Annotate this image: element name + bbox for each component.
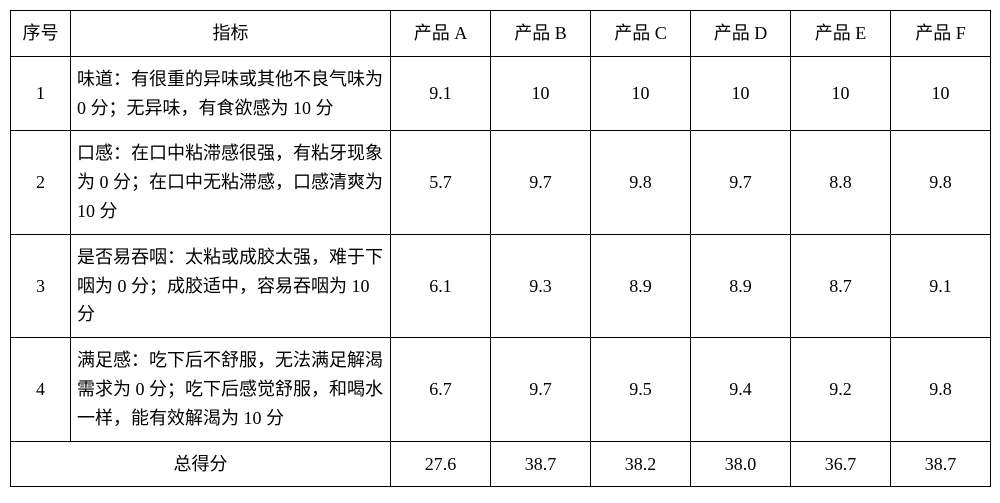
header-seq: 序号: [11, 11, 71, 57]
cell-value: 6.1: [391, 234, 491, 337]
cell-seq: 1: [11, 56, 71, 131]
cell-value: 9.4: [691, 338, 791, 441]
total-value: 38.2: [591, 441, 691, 487]
cell-desc: 味道：有很重的异味或其他不良气味为 0 分；无异味，有食欲感为 10 分: [71, 56, 391, 131]
total-value: 27.6: [391, 441, 491, 487]
header-product-d: 产品 D: [691, 11, 791, 57]
cell-value: 10: [691, 56, 791, 131]
cell-value: 9.8: [891, 338, 991, 441]
cell-seq: 4: [11, 338, 71, 441]
header-product-b: 产品 B: [491, 11, 591, 57]
header-desc: 指标: [71, 11, 391, 57]
header-product-e: 产品 E: [791, 11, 891, 57]
total-value: 38.7: [891, 441, 991, 487]
cell-value: 8.7: [791, 234, 891, 337]
cell-value: 10: [591, 56, 691, 131]
cell-value: 8.9: [591, 234, 691, 337]
table-row: 3 是否易吞咽：太粘或成胶太强，难于下咽为 0 分；成胶适中，容易吞咽为 10 …: [11, 234, 991, 337]
cell-value: 9.5: [591, 338, 691, 441]
cell-value: 6.7: [391, 338, 491, 441]
cell-desc: 满足感：吃下后不舒服，无法满足解渴需求为 0 分；吃下后感觉舒服，和喝水一样，能…: [71, 338, 391, 441]
cell-value: 9.2: [791, 338, 891, 441]
cell-value: 8.9: [691, 234, 791, 337]
header-product-a: 产品 A: [391, 11, 491, 57]
header-product-c: 产品 C: [591, 11, 691, 57]
table-total-row: 总得分 27.6 38.7 38.2 38.0 36.7 38.7: [11, 441, 991, 487]
total-value: 38.7: [491, 441, 591, 487]
cell-value: 9.3: [491, 234, 591, 337]
total-label: 总得分: [11, 441, 391, 487]
cell-value: 9.7: [491, 338, 591, 441]
cell-value: 10: [491, 56, 591, 131]
cell-value: 10: [891, 56, 991, 131]
header-product-f: 产品 F: [891, 11, 991, 57]
cell-value: 9.8: [891, 131, 991, 234]
cell-value: 10: [791, 56, 891, 131]
cell-value: 9.7: [691, 131, 791, 234]
total-value: 36.7: [791, 441, 891, 487]
cell-value: 9.7: [491, 131, 591, 234]
total-value: 38.0: [691, 441, 791, 487]
cell-desc: 口感：在口中粘滞感很强，有粘牙现象为 0 分；在口中无粘滞感，口感清爽为 10 …: [71, 131, 391, 234]
cell-seq: 3: [11, 234, 71, 337]
cell-value: 9.1: [391, 56, 491, 131]
cell-seq: 2: [11, 131, 71, 234]
cell-value: 5.7: [391, 131, 491, 234]
cell-value: 8.8: [791, 131, 891, 234]
table-row: 1 味道：有很重的异味或其他不良气味为 0 分；无异味，有食欲感为 10 分 9…: [11, 56, 991, 131]
table-row: 2 口感：在口中粘滞感很强，有粘牙现象为 0 分；在口中无粘滞感，口感清爽为 1…: [11, 131, 991, 234]
cell-value: 9.8: [591, 131, 691, 234]
table-row: 4 满足感：吃下后不舒服，无法满足解渴需求为 0 分；吃下后感觉舒服，和喝水一样…: [11, 338, 991, 441]
table-header-row: 序号 指标 产品 A 产品 B 产品 C 产品 D 产品 E 产品 F: [11, 11, 991, 57]
scoring-table: 序号 指标 产品 A 产品 B 产品 C 产品 D 产品 E 产品 F 1 味道…: [10, 10, 991, 487]
cell-desc: 是否易吞咽：太粘或成胶太强，难于下咽为 0 分；成胶适中，容易吞咽为 10 分: [71, 234, 391, 337]
cell-value: 9.1: [891, 234, 991, 337]
